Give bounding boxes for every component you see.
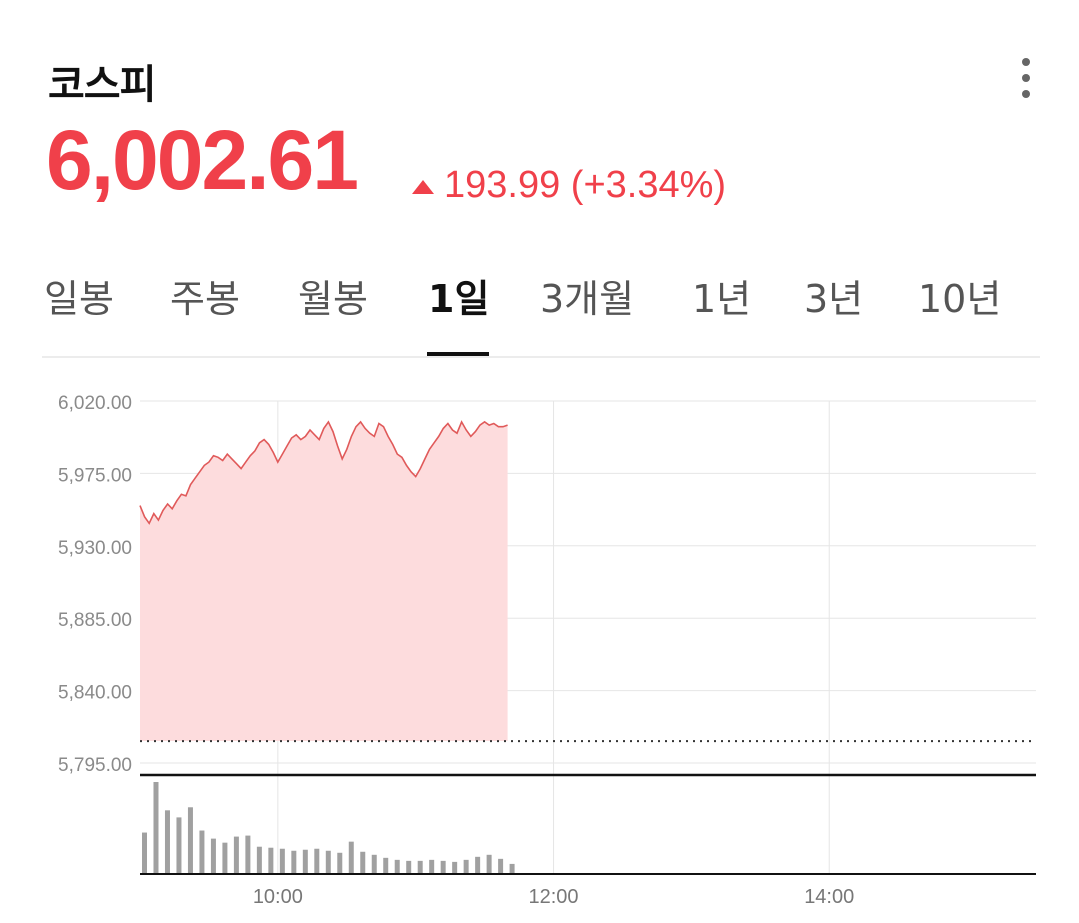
volume-bar — [199, 830, 205, 873]
volume-bar — [142, 832, 147, 873]
more-dot — [1022, 58, 1030, 66]
volume-bar — [268, 847, 274, 873]
volume-bar — [176, 817, 182, 873]
more-dot — [1022, 74, 1030, 82]
volume-bar — [463, 859, 469, 873]
volume-bar — [325, 850, 331, 873]
period-tabs: 일봉 주봉 월봉 1일 3개월 1년 3년 10년 — [42, 258, 1040, 358]
y-tick-label: 5,975.00 — [58, 465, 132, 486]
volume-bar — [245, 835, 251, 873]
volume-bar — [337, 852, 343, 873]
volume-bar — [314, 848, 320, 873]
volume-bar — [302, 849, 308, 873]
volume-bar — [475, 856, 481, 873]
volume-bar — [371, 854, 377, 873]
volume-bar — [429, 859, 435, 873]
active-tab-indicator — [427, 352, 489, 356]
volume-bar — [383, 857, 389, 873]
volume-bar — [210, 838, 216, 873]
volume-bar — [406, 860, 412, 873]
tab-3year[interactable]: 3년 — [804, 277, 864, 321]
current-price: 6,002.61 — [46, 113, 359, 207]
price-change-text: 193.99 (+3.34%) — [444, 164, 727, 206]
volume-bar — [498, 858, 504, 873]
price-change: 193.99 (+3.34%) — [412, 164, 726, 207]
volume-bar — [440, 860, 446, 873]
volume-bar — [509, 863, 515, 873]
volume-bar — [486, 854, 492, 873]
more-vertical-icon[interactable] — [1012, 58, 1040, 98]
intraday-chart[interactable]: 6,020.00 5,975.00 5,930.00 5,885.00 5,840.00… — [0, 370, 1079, 923]
more-dot — [1022, 90, 1030, 98]
tab-10year[interactable]: 10년 — [918, 277, 1002, 321]
volume-bar — [233, 836, 239, 873]
volume-bar — [360, 851, 366, 873]
tab-1day[interactable]: 1일 — [428, 277, 490, 321]
volume-bar — [222, 842, 228, 873]
volume-bar — [256, 846, 262, 873]
x-tick-label: 10:00 — [253, 886, 303, 908]
tab-weekly-candle[interactable]: 주봉 — [170, 277, 240, 321]
price-area — [140, 421, 508, 763]
tab-monthly-candle[interactable]: 월봉 — [298, 277, 368, 321]
volume-bar — [291, 850, 297, 873]
y-tick-label: 6,020.00 — [58, 393, 132, 414]
y-tick-label: 5,885.00 — [58, 610, 132, 631]
volume-bar — [187, 807, 193, 873]
volume-bar — [394, 859, 400, 873]
volume-bar — [153, 782, 159, 873]
y-tick-label: 5,795.00 — [58, 755, 132, 776]
tab-3month[interactable]: 3개월 — [540, 277, 635, 321]
y-tick-label: 5,840.00 — [58, 683, 132, 704]
volume-bar — [279, 848, 285, 873]
up-triangle-icon — [412, 179, 434, 194]
y-tick-label: 5,930.00 — [58, 538, 132, 559]
volume-bar — [164, 810, 170, 873]
volume-bar — [417, 860, 423, 873]
tab-daily-candle[interactable]: 일봉 — [44, 277, 114, 321]
volume-bar — [348, 841, 354, 873]
tab-1year[interactable]: 1년 — [692, 277, 752, 321]
x-tick-label: 12:00 — [529, 886, 579, 908]
x-tick-label: 14:00 — [804, 886, 854, 908]
price-line — [139, 420, 508, 525]
volume-bar — [452, 861, 458, 873]
page-title: 코스피 — [48, 62, 156, 108]
